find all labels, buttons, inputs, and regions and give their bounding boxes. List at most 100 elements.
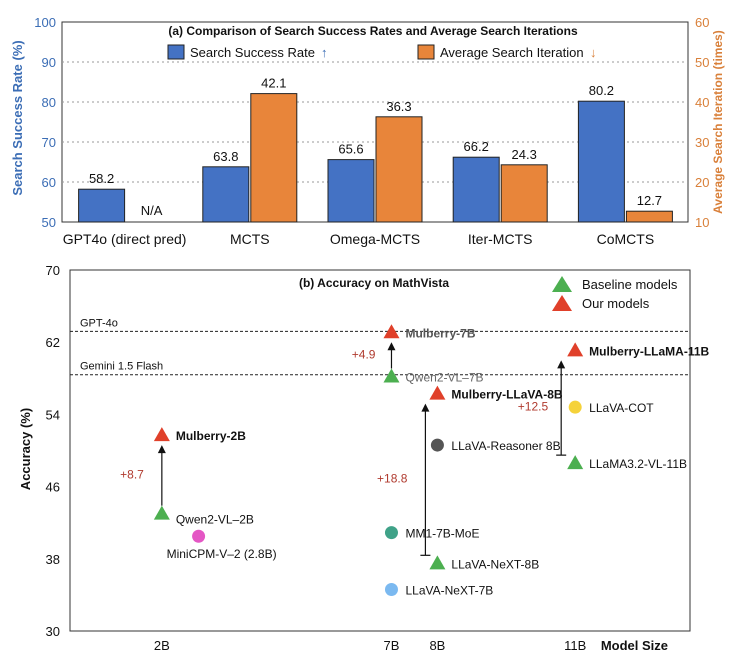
bar-search-iteration-iter-mcts	[500, 164, 548, 223]
point-label-llava-next-7b: LLaVA-NeXT-7B	[405, 583, 493, 597]
legend-label-ours: Our models	[582, 296, 650, 311]
point-label-mulberry-llava-8b: Mulberry-LLaVA-8B	[451, 388, 562, 402]
point-mulberry-llava-8b	[429, 385, 446, 400]
y-tick-label: 54	[46, 407, 60, 422]
bar-success-rate-mcts	[202, 166, 250, 223]
legend-label-success-rate: Search Success Rate	[190, 45, 315, 60]
x-tick-label-8b: 8B	[429, 638, 445, 653]
x-tick-label-mcts: MCTS	[230, 231, 270, 247]
bar-search-iteration-mcts	[250, 93, 298, 223]
y-tick-label: 70	[46, 263, 60, 278]
point-label-mulberry-2b: Mulberry-2B	[176, 429, 246, 443]
point-llava-reasoner-8b	[430, 438, 444, 452]
point-label-llava-next-8b: LLaVA-NeXT-8B	[451, 557, 539, 571]
point-label-qwen2-vl-2b: Qwen2-VL–2B	[176, 513, 254, 527]
data-label-search-iteration-na: N/A	[141, 203, 163, 218]
right-y-tick-label: 30	[695, 135, 709, 150]
point-label-minicpm-v-2-2-8b: MiniCPM-V–2 (2.8B)	[167, 547, 277, 561]
chart-b-x-axis-label: Model Size	[601, 638, 668, 653]
bar-success-rate-iter-mcts	[452, 156, 500, 223]
point-label-mulberry-llama-11b: Mulberry-LLaMA-11B	[589, 344, 709, 358]
legend-label-search-iteration: Average Search Iteration	[440, 45, 584, 60]
chart-b-ticks: 30 38 46 54 62 70 2B 7B 8B 11B	[46, 263, 587, 653]
point-mulberry-2b	[153, 427, 170, 442]
bar-search-iteration-omega-mcts	[375, 116, 423, 223]
point-mulberry-llama-11b	[567, 342, 584, 357]
gain-label: +12.5	[518, 400, 549, 414]
bar-search-iteration-comcts	[625, 210, 673, 223]
gain-arrow-head-icon	[387, 342, 396, 351]
data-label-search-iteration: 42.1	[261, 76, 286, 91]
point-label-llava-cot: LLaVA-COT	[589, 401, 654, 415]
y-tick-label: 46	[46, 480, 60, 495]
x-tick-label-iter-mcts: Iter-MCTS	[468, 231, 533, 247]
legend-arrow-down-icon: ↓	[590, 45, 597, 60]
data-label-search-iteration: 24.3	[512, 147, 537, 162]
chart-a-bars	[78, 93, 673, 223]
chart-b-title: (b) Accuracy on MathVista	[299, 276, 449, 290]
legend-triangle-baseline	[552, 276, 572, 292]
legend-triangle-ours	[552, 295, 572, 311]
reference-label-gemini-1-5-flash: Gemini 1.5 Flash	[80, 361, 163, 373]
data-label-success-rate: 63.8	[213, 149, 238, 164]
point-mm1-7b-moe	[384, 526, 398, 540]
legend-label-baseline: Baseline models	[582, 277, 678, 292]
reference-label-gpt-4o: GPT-4o	[80, 317, 118, 329]
bar-success-rate-omega-mcts	[327, 159, 375, 223]
x-tick-label-7b: 7B	[384, 638, 400, 653]
left-y-tick-label: 100	[34, 15, 56, 30]
left-y-tick-label: 70	[42, 135, 56, 150]
y-tick-label: 38	[46, 552, 60, 567]
x-tick-label-gpt4o-direct-pred: GPT4o (direct pred)	[63, 231, 187, 247]
point-qwen2-vl-2b	[153, 505, 170, 520]
data-label-success-rate: 58.2	[89, 171, 114, 186]
x-tick-label-11b: 11B	[564, 638, 586, 653]
gain-arrow-head-icon	[557, 360, 566, 369]
data-label-search-iteration: 12.7	[637, 193, 662, 208]
chart-a-title: (a) Comparison of Search Success Rates a…	[168, 24, 578, 38]
legend-arrow-up-icon: ↑	[321, 45, 328, 60]
right-y-tick-label: 40	[695, 95, 709, 110]
chart-a-left-axis-label: Search Success Rate (%)	[10, 40, 25, 195]
data-label-success-rate: 66.2	[464, 139, 489, 154]
point-minicpm-v-2-2-8b	[192, 529, 206, 543]
point-llava-next-7b	[384, 582, 398, 596]
chart-a-frame	[61, 21, 689, 223]
data-label-success-rate: 80.2	[589, 83, 614, 98]
data-label-success-rate: 65.6	[338, 142, 363, 157]
left-y-tick-label: 80	[42, 95, 56, 110]
point-label-qwen2-vl-7b: Qwen2-VL–7B	[405, 370, 483, 384]
gain-label: +18.8	[377, 471, 408, 485]
chart-a-right-axis-label: Average Search Iteration (times)	[711, 30, 725, 214]
right-y-tick-label: 10	[695, 215, 709, 230]
left-y-tick-label: 50	[42, 215, 56, 230]
chart-b-frame	[69, 269, 691, 632]
chart-b-y-axis-label: Accuracy (%)	[18, 408, 33, 490]
y-tick-label: 30	[46, 624, 60, 639]
chart-b-points: Mulberry-2B Qwen2-VL–2B MiniCPM-V–2 (2.8B)…	[153, 324, 710, 597]
point-label-mm1-7b-moe: MM1-7B-MoE	[405, 527, 479, 541]
chart-b-gain-arrows: +8.7 +4.9 +18.8 +12.5	[120, 342, 567, 556]
chart-a-data-labels: 58.2 N/A 63.8 42.1 65.6 36.3 66.2 24.3 80.2 12.7	[89, 76, 662, 219]
point-label-llama3-2-vl-11b: LLaMA3.2-VL-11B	[589, 457, 687, 471]
point-llama3-2-vl-11b	[567, 455, 584, 470]
bar-success-rate-gpt4o-direct-pred	[78, 188, 126, 223]
search-comparison-chart: 58.2N/A63.842.165.636.366.224.380.212.7 …	[10, 15, 725, 247]
gain-label: +8.7	[120, 467, 144, 481]
data-label-search-iteration: 36.3	[386, 99, 411, 114]
chart-b-legend: Baseline models Our models	[552, 276, 678, 311]
mathvista-accuracy-chart: GPT-4o Gemini 1.5 Flash +8.7 +4.9 +18.8 +12.…	[18, 263, 710, 653]
legend-swatch-success-rate	[167, 44, 185, 60]
point-label-mulberry-7b: Mulberry-7B	[405, 326, 475, 340]
gain-arrow-head-icon	[421, 403, 430, 412]
right-y-tick-label: 50	[695, 55, 709, 70]
point-label-llava-reasoner-8b: LLaVA-Reasoner 8B	[451, 439, 560, 453]
right-y-tick-label: 20	[695, 175, 709, 190]
x-tick-label-omega-mcts: Omega-MCTS	[330, 231, 420, 247]
chart-a-legend: Search Success Rate ↑ Average Search Ite…	[167, 44, 597, 60]
legend-swatch-search-iteration	[417, 44, 435, 60]
left-y-tick-label: 60	[42, 175, 56, 190]
point-mulberry-7b	[383, 324, 400, 339]
chart-b-reference-lines: GPT-4o Gemini 1.5 Flash	[70, 317, 690, 376]
